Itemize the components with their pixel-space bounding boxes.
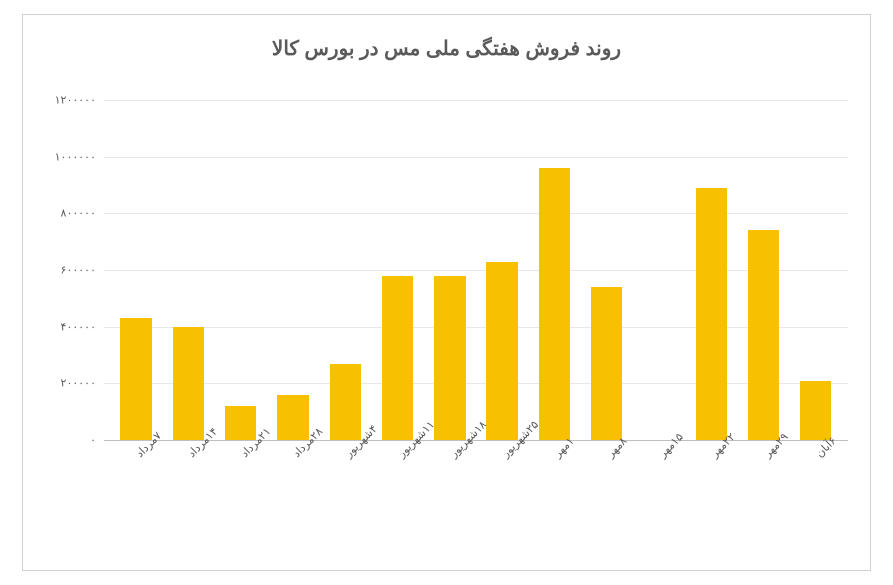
x-label-slot: ۲۹مهر: [737, 444, 789, 544]
y-tick-label: ۴۰۰۰۰۰: [26, 320, 96, 333]
bar-slot: [110, 100, 162, 440]
bar: [591, 287, 622, 440]
bar-slot: [162, 100, 214, 440]
bar-slot: [737, 100, 789, 440]
x-label-slot: ۲۵شهریور: [476, 444, 528, 544]
bar: [120, 318, 151, 440]
bar: [225, 406, 256, 440]
x-label-slot: ۶آبان: [790, 444, 842, 544]
bar: [277, 395, 308, 440]
x-label-slot: ۷مرداد: [110, 444, 162, 544]
x-label-slot: ۴شهریور: [319, 444, 371, 544]
x-label-slot: ۲۲مهر: [685, 444, 737, 544]
bars-group: [104, 100, 848, 440]
x-label-slot: ۸مهر: [581, 444, 633, 544]
bar-slot: [528, 100, 580, 440]
bar: [486, 262, 517, 441]
x-axis-labels: ۷مرداد۱۴مرداد۲۱مرداد۲۸مرداد۴شهریور۱۱شهری…: [104, 444, 848, 544]
chart-container: روند فروش هفتگی ملی مس در بورس کالا ۰ ۲۰۰…: [0, 0, 893, 585]
bar: [696, 188, 727, 440]
x-label-slot: ۲۱مرداد: [215, 444, 267, 544]
bar-slot: [319, 100, 371, 440]
y-tick-label: ۸۰۰۰۰۰: [26, 207, 96, 220]
bar-slot: [476, 100, 528, 440]
bar: [539, 168, 570, 440]
bar-slot: [685, 100, 737, 440]
bar: [173, 327, 204, 440]
x-label-slot: ۲۸مرداد: [267, 444, 319, 544]
bar: [382, 276, 413, 440]
y-tick-label: ۰: [26, 434, 96, 447]
y-tick-label: ۱۰۰۰۰۰۰: [26, 150, 96, 163]
bar: [434, 276, 465, 440]
x-label-slot: ۱۴مرداد: [162, 444, 214, 544]
bar: [330, 364, 361, 441]
x-label-slot: ۱۱شهریور: [371, 444, 423, 544]
y-tick-label: ۲۰۰۰۰۰: [26, 377, 96, 390]
bar: [800, 381, 831, 441]
bar-slot: [371, 100, 423, 440]
bar: [748, 230, 779, 440]
bar-slot: [424, 100, 476, 440]
x-label-slot: ۱مهر: [528, 444, 580, 544]
bar-slot: [790, 100, 842, 440]
x-label-slot: ۱۵مهر: [633, 444, 685, 544]
bar-slot: [581, 100, 633, 440]
bar-slot: [633, 100, 685, 440]
chart-title: روند فروش هفتگی ملی مس در بورس کالا: [0, 36, 893, 61]
y-tick-label: ۱۲۰۰۰۰۰: [26, 94, 96, 107]
y-tick-label: ۶۰۰۰۰۰: [26, 264, 96, 277]
bar-slot: [267, 100, 319, 440]
bar-slot: [215, 100, 267, 440]
x-label-slot: ۱۸شهریور: [424, 444, 476, 544]
plot-area: [104, 100, 848, 441]
